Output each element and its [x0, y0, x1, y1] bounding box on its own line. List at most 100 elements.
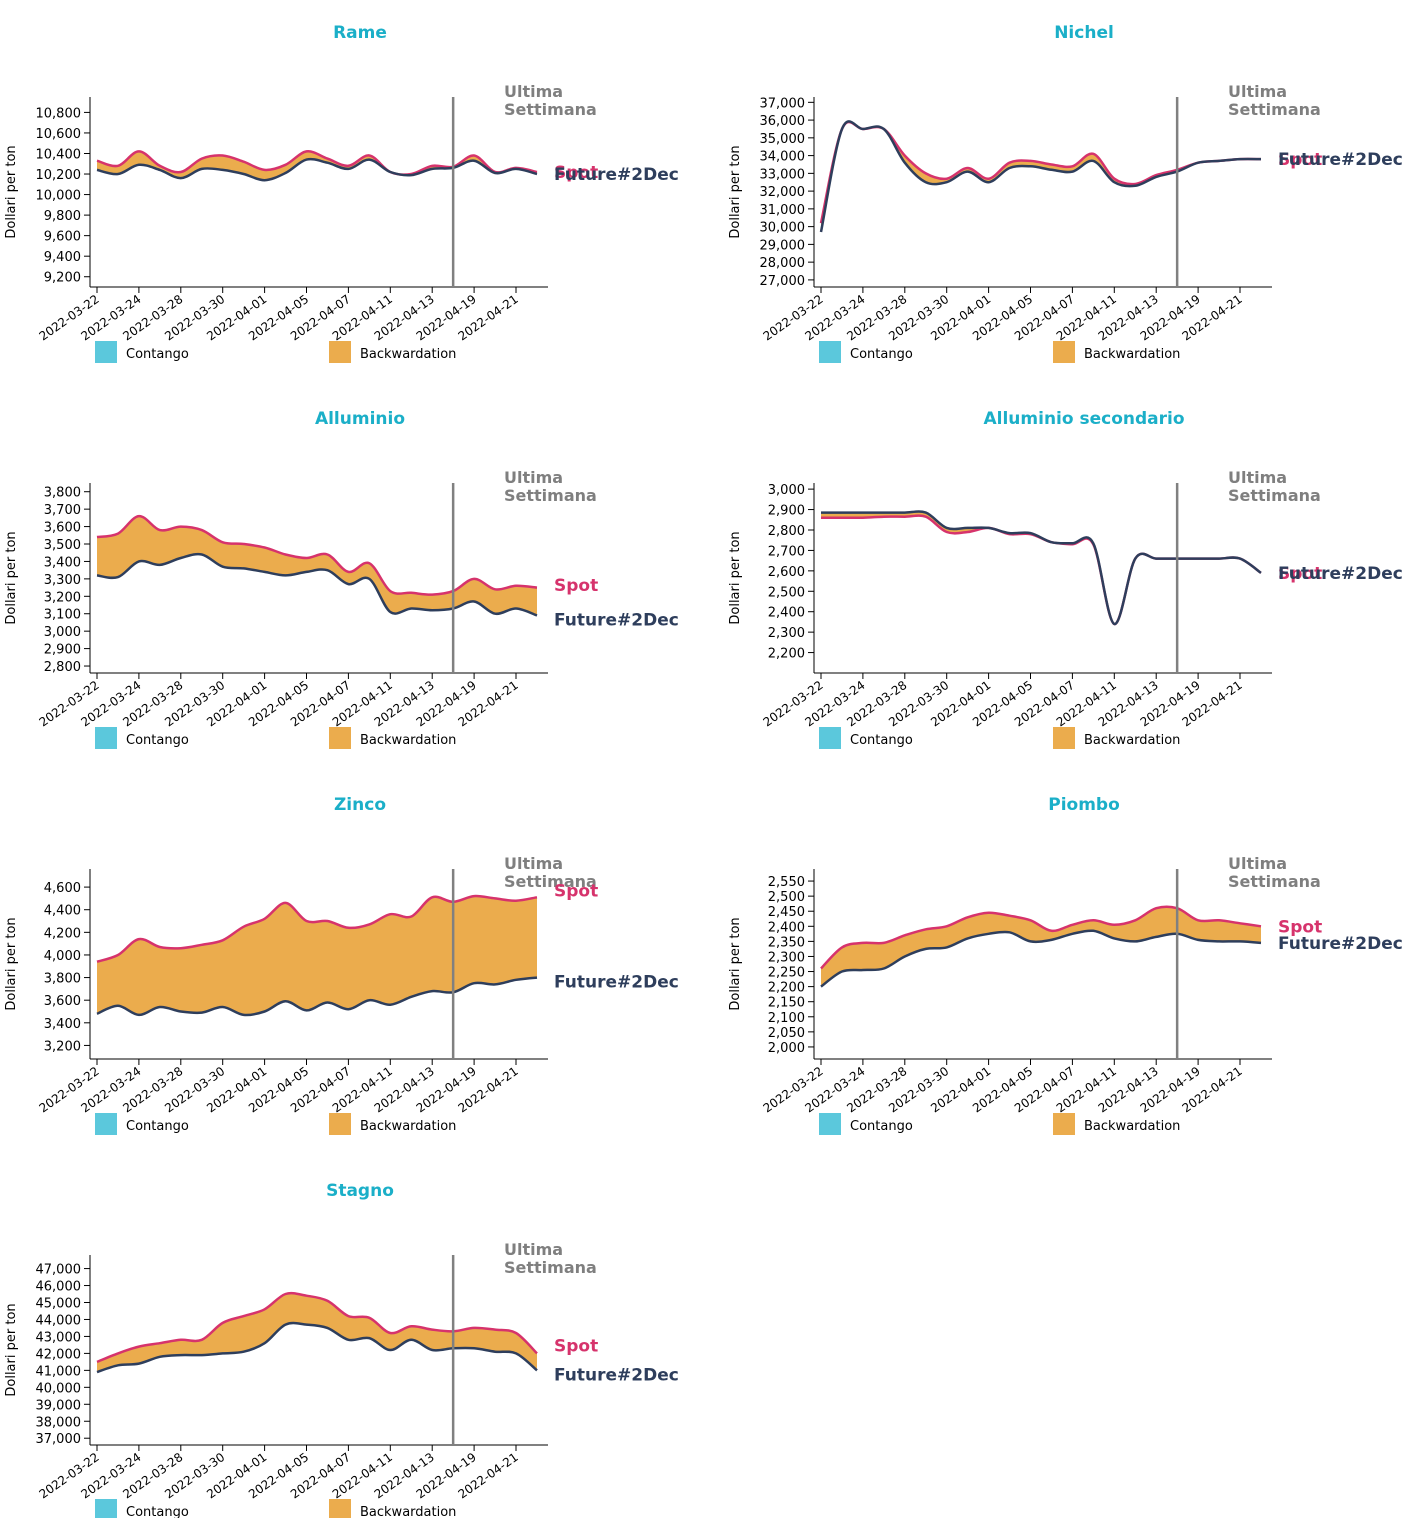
spot-line — [96, 150, 538, 176]
last-week-label: Ultima — [1228, 82, 1287, 101]
future-end-label: Future#2Dec — [554, 165, 679, 185]
last-week-label: Settimana — [504, 1258, 597, 1277]
chart-panel: Piombo Dollari per ton 2,0002,0502,1002,15… — [728, 795, 1403, 1135]
y-tick-label: 2,900 — [768, 504, 805, 519]
backwardation-area — [97, 1293, 537, 1373]
y-tick-label: 2,500 — [768, 585, 805, 600]
future-end-label: Future#2Dec — [1278, 934, 1403, 954]
legend-contango-swatch — [95, 727, 117, 749]
y-axis-label: Dollari per ton — [728, 531, 743, 624]
legend-contango-swatch — [95, 341, 117, 363]
legend-contango-label: Contango — [850, 733, 913, 748]
spot-end-label: Spot — [1278, 917, 1322, 937]
y-tick-label: 3,700 — [44, 503, 81, 518]
spot-line — [96, 1291, 538, 1364]
legend-contango-swatch — [819, 341, 841, 363]
last-week-label: Ultima — [504, 82, 563, 101]
last-week-label: Settimana — [504, 486, 597, 505]
legend-backwardation-swatch — [1053, 727, 1075, 749]
y-tick-label: 30,000 — [760, 221, 806, 236]
y-tick-label: 2,800 — [768, 524, 805, 539]
y-tick-label: 3,500 — [44, 538, 81, 553]
future-line — [96, 1321, 538, 1374]
chart-title: Piombo — [1048, 795, 1120, 815]
y-tick-label: 34,000 — [760, 150, 806, 165]
y-tick-label: 28,000 — [760, 256, 806, 271]
y-tick-label: 3,100 — [44, 608, 81, 623]
last-week-label: Ultima — [1228, 854, 1287, 873]
last-week-label: Ultima — [1228, 468, 1287, 487]
y-tick-label: 2,600 — [768, 565, 805, 580]
spot-end-label: Spot — [1278, 150, 1322, 170]
y-tick-label: 32,000 — [760, 185, 806, 200]
y-tick-label: 9,600 — [44, 230, 81, 245]
spot-line — [96, 514, 538, 596]
chart-title: Alluminio secondario — [983, 409, 1184, 429]
y-tick-label: 46,000 — [36, 1280, 82, 1295]
y-tick-label: 39,000 — [36, 1398, 82, 1413]
chart-title: Alluminio — [315, 409, 405, 429]
legend-backwardation-label: Backwardation — [1084, 1119, 1180, 1134]
y-axis-label: Dollari per ton — [728, 917, 743, 1010]
y-tick-label: 29,000 — [760, 238, 806, 253]
future-line — [821, 510, 1262, 626]
spot-line — [819, 120, 1262, 224]
y-tick-label: 3,000 — [44, 625, 81, 640]
last-week-label: Settimana — [504, 100, 597, 119]
y-tick-label: 2,400 — [768, 606, 805, 621]
future-line — [819, 120, 1262, 233]
y-tick-label: 38,000 — [36, 1415, 82, 1430]
y-tick-label: 33,000 — [760, 167, 806, 182]
y-tick-label: 3,200 — [44, 1039, 81, 1054]
legend-contango-swatch — [95, 1499, 117, 1521]
y-tick-label: 9,800 — [44, 209, 81, 224]
y-tick-label: 4,000 — [44, 949, 81, 964]
legend-contango-label: Contango — [850, 1119, 913, 1134]
legend-contango-swatch — [95, 1113, 117, 1135]
legend-backwardation-swatch — [1053, 1113, 1075, 1135]
y-tick-label: 2,300 — [768, 626, 805, 641]
y-tick-label: 2,000 — [768, 1041, 805, 1056]
y-tick-label: 41,000 — [36, 1364, 82, 1379]
y-tick-label: 10,200 — [36, 168, 82, 183]
y-tick-label: 3,600 — [44, 994, 81, 1009]
future-end-label: Future#2Dec — [554, 973, 679, 993]
legend-contango-swatch — [819, 727, 841, 749]
y-tick-label: 44,000 — [36, 1313, 82, 1328]
y-tick-label: 47,000 — [36, 1263, 82, 1278]
legend-contango-label: Contango — [126, 733, 189, 748]
chart-title: Zinco — [334, 795, 386, 815]
legend-contango-label: Contango — [126, 347, 189, 362]
y-tick-label: 4,600 — [44, 881, 81, 896]
y-tick-label: 2,300 — [768, 950, 805, 965]
y-axis-label: Dollari per ton — [728, 145, 743, 238]
chart-panel: Rame Dollari per ton 9,200 9,400 9,600 9,800 1… — [4, 23, 679, 363]
y-tick-label: 2,200 — [768, 647, 805, 662]
last-week-label: Settimana — [1228, 486, 1321, 505]
y-tick-label: 45,000 — [36, 1297, 82, 1312]
y-tick-label: 37,000 — [760, 96, 806, 111]
chart-panel: Zinco Dollari per ton 3,200 3,400 3,600 3,800… — [4, 795, 679, 1135]
legend-contango-label: Contango — [126, 1505, 189, 1518]
y-tick-label: 42,000 — [36, 1347, 82, 1362]
y-tick-label: 10,000 — [36, 189, 82, 204]
backwardation-area — [97, 516, 537, 616]
legend-backwardation-label: Backwardation — [1084, 733, 1180, 748]
y-tick-label: 31,000 — [760, 203, 806, 218]
last-week-label: Settimana — [504, 872, 597, 891]
y-tick-label: 4,200 — [44, 926, 81, 941]
y-tick-label: 3,800 — [44, 972, 81, 987]
y-tick-label: 2,250 — [768, 966, 805, 981]
spot-line — [820, 905, 1262, 970]
spot-line — [821, 514, 1262, 626]
legend-backwardation-swatch — [1053, 341, 1075, 363]
y-tick-label: 3,200 — [44, 590, 81, 605]
y-axis-label: Dollari per ton — [4, 917, 19, 1010]
future-line — [96, 552, 538, 617]
y-tick-label: 2,050 — [768, 1026, 805, 1041]
last-week-label: Ultima — [504, 468, 563, 487]
backwardation-area — [821, 906, 1261, 987]
y-tick-label: 27,000 — [760, 274, 806, 289]
last-week-label: Settimana — [1228, 100, 1321, 119]
y-tick-label: 4,400 — [44, 904, 81, 919]
